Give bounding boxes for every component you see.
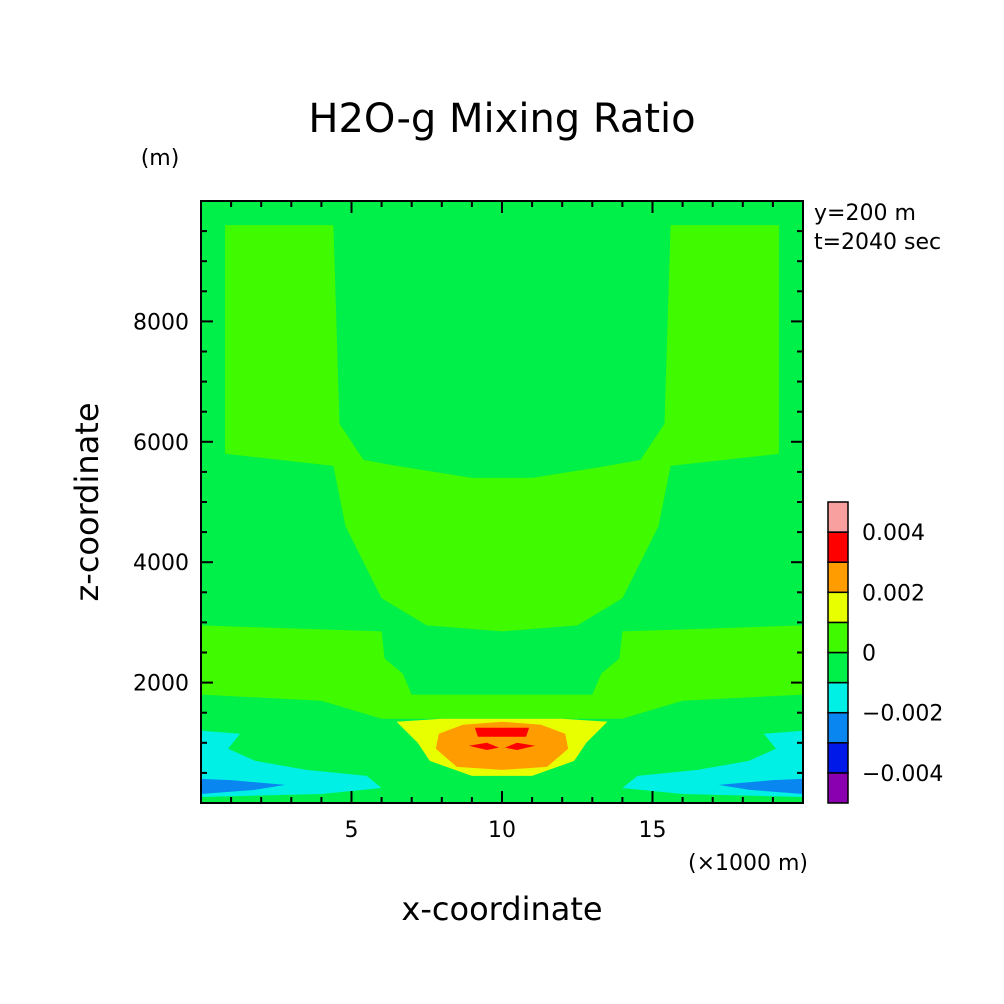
x-tick-label: 15 [639, 818, 667, 843]
contour-region-3 [435, 721, 569, 770]
y-tick-label: 8000 [133, 310, 189, 335]
x-unit-label: (×1000 m) [688, 851, 808, 876]
y-tick-label: 6000 [133, 431, 189, 456]
chart-title: H2O-g Mixing Ratio [308, 96, 695, 142]
colorbar-tick-label: 0.002 [862, 581, 925, 606]
y-tick-label: 4000 [133, 551, 189, 576]
colorbar-swatch-4 [827, 651, 849, 684]
colorbar: 0.004 0.002 0 −0.002 −0.004 [827, 501, 943, 804]
contour-region-6 [505, 742, 536, 750]
plot-area [200, 200, 804, 804]
colorbar-swatch-6 [827, 591, 849, 624]
y-axis-label: z-coordinate [68, 402, 106, 601]
colorbar-tick-label: 0 [862, 642, 876, 667]
contour-region-5 [468, 742, 499, 750]
y-unit-label: (m) [141, 146, 180, 171]
colorbar-swatch-8 [827, 531, 849, 563]
colorbar-tick-label: −0.002 [862, 702, 943, 727]
contour-region-0 [225, 225, 779, 632]
contour-region-9 [201, 778, 286, 794]
colorbar-swatch-5 [827, 621, 849, 654]
colorbar-swatch-3 [827, 681, 849, 714]
y-tick-label: 2000 [133, 672, 189, 697]
contour-region-4 [474, 727, 530, 737]
colorbar-swatch-1 [827, 742, 849, 774]
contour-region-7 [201, 730, 382, 797]
contour-region-10 [718, 778, 803, 794]
x-tick-label: 10 [488, 818, 516, 843]
annotation-t: t=2040 sec [814, 230, 941, 255]
x-axis-label: x-coordinate [401, 890, 602, 928]
colorbar-tick-label: 0.004 [862, 521, 925, 546]
colorbar-tick-label: −0.004 [862, 762, 943, 787]
colorbar-swatch-2 [827, 711, 849, 744]
colorbar-swatch-0 [827, 772, 849, 804]
colorbar-swatch-7 [827, 561, 849, 594]
plot-frame [200, 200, 804, 804]
contour-region-8 [622, 730, 803, 797]
colorbar-swatch-9 [827, 501, 849, 533]
x-tick-label: 5 [345, 818, 359, 843]
annotation-y: y=200 m [814, 201, 916, 226]
contour-region-1 [201, 625, 803, 719]
